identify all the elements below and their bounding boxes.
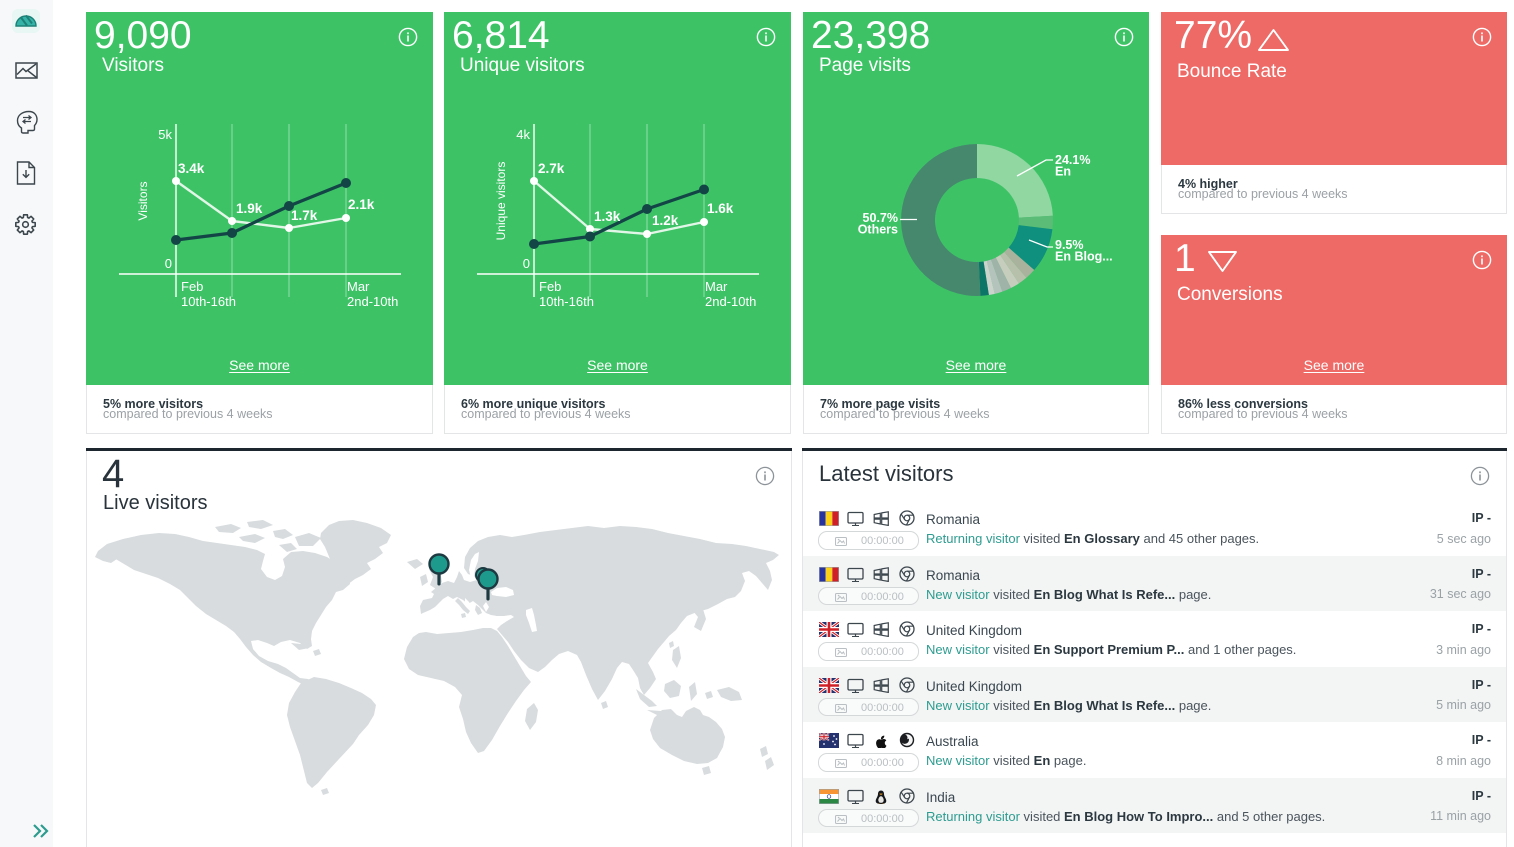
- svg-text:9.5%: 9.5%: [1055, 238, 1084, 252]
- svg-text:50.7%: 50.7%: [863, 211, 898, 225]
- svg-text:Feb: Feb: [539, 279, 561, 294]
- svg-text:2.7k: 2.7k: [538, 161, 565, 176]
- svg-text:1.3k: 1.3k: [594, 209, 621, 224]
- svg-text:24.1%: 24.1%: [1055, 153, 1090, 167]
- svg-text:10th-16th: 10th-16th: [539, 294, 594, 309]
- svg-text:3.4k: 3.4k: [178, 161, 205, 176]
- svg-text:Mar: Mar: [705, 279, 728, 294]
- svg-text:4k: 4k: [516, 127, 530, 142]
- svg-text:Unique visitors: Unique visitors: [494, 162, 508, 241]
- svg-text:Visitors: Visitors: [136, 181, 150, 220]
- svg-text:5k: 5k: [158, 127, 172, 142]
- svg-text:2nd-10th: 2nd-10th: [347, 294, 398, 309]
- svg-text:1.2k: 1.2k: [652, 213, 679, 228]
- svg-text:2nd-10th: 2nd-10th: [705, 294, 756, 309]
- svg-text:1.7k: 1.7k: [291, 208, 318, 223]
- svg-text:0: 0: [523, 256, 530, 271]
- svg-text:En: En: [1055, 165, 1071, 179]
- svg-text:1.9k: 1.9k: [236, 201, 263, 216]
- svg-text:Others: Others: [858, 223, 898, 237]
- svg-text:2.1k: 2.1k: [348, 197, 375, 212]
- svg-text:Mar: Mar: [347, 279, 370, 294]
- svg-text:1.6k: 1.6k: [707, 201, 734, 216]
- svg-text:Feb: Feb: [181, 279, 203, 294]
- svg-text:0: 0: [165, 256, 172, 271]
- svg-text:En Blog...: En Blog...: [1055, 250, 1113, 264]
- svg-text:10th-16th: 10th-16th: [181, 294, 236, 309]
